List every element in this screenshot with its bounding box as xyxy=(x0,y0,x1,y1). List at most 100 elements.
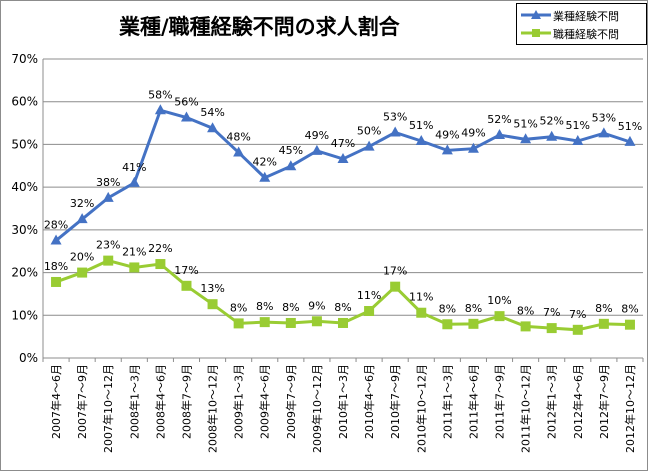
data-label: 11% xyxy=(357,289,381,302)
data-label: 49% xyxy=(435,128,459,141)
data-point-triangle xyxy=(154,104,166,115)
data-label: 53% xyxy=(383,110,407,123)
data-point-square xyxy=(520,321,531,332)
data-label: 8% xyxy=(282,301,299,314)
data-point-square xyxy=(233,318,244,329)
data-point-square xyxy=(77,267,88,278)
x-tick-label: 2012年10～12月 xyxy=(623,364,637,453)
data-label: 11% xyxy=(409,291,433,304)
data-label: 51% xyxy=(513,117,537,130)
data-point-square xyxy=(598,318,609,329)
y-tick-label: 70% xyxy=(11,52,38,66)
data-point-square xyxy=(155,259,166,270)
legend-item-industry: 業種経験不問 xyxy=(517,6,646,24)
data-label: 8% xyxy=(256,300,273,313)
y-tick-label: 0% xyxy=(19,351,38,365)
data-point-triangle xyxy=(128,176,140,187)
data-point-square xyxy=(624,319,635,330)
x-tick-label: 2010年1～3月 xyxy=(336,364,350,439)
data-label: 54% xyxy=(200,106,224,119)
square-marker-icon xyxy=(521,29,551,37)
x-tick-label: 2007年10～12月 xyxy=(101,364,115,453)
data-label: 8% xyxy=(621,303,638,316)
data-label: 38% xyxy=(96,176,120,189)
data-point-square xyxy=(311,316,322,327)
x-tick-label: 2009年7～9月 xyxy=(284,364,298,439)
legend-label-occupation: 職種経験不問 xyxy=(553,28,619,41)
data-point-triangle xyxy=(102,191,114,202)
y-tick-label: 50% xyxy=(11,137,38,151)
data-point-square xyxy=(259,317,270,328)
data-point-square xyxy=(181,280,192,291)
x-tick-label: 2009年4～6月 xyxy=(258,364,272,439)
data-point-square xyxy=(129,262,140,273)
data-point-triangle xyxy=(624,135,636,146)
data-point-triangle xyxy=(259,171,271,182)
data-label: 45% xyxy=(279,144,303,157)
x-tick-label: 2012年7～9月 xyxy=(597,364,611,439)
x-tick-label: 2007年4～6月 xyxy=(49,364,63,439)
data-label: 8% xyxy=(465,302,482,315)
triangle-marker-icon xyxy=(521,10,551,19)
data-label: 17% xyxy=(383,265,407,278)
data-point-triangle xyxy=(520,133,532,144)
data-label: 32% xyxy=(70,197,94,210)
data-label: 49% xyxy=(461,127,485,140)
y-tick-label: 30% xyxy=(11,223,38,237)
series-line xyxy=(55,108,631,242)
data-point-square xyxy=(285,317,296,328)
x-tick-label: 2008年1～3月 xyxy=(127,364,141,439)
data-label: 8% xyxy=(334,301,351,314)
x-tick-label: 2010年10～12月 xyxy=(414,364,428,453)
x-tick-label: 2011年4～6月 xyxy=(466,364,480,439)
data-point-triangle xyxy=(546,130,558,141)
data-label: 50% xyxy=(357,125,381,138)
data-label: 21% xyxy=(122,245,146,258)
data-label: 48% xyxy=(226,131,250,144)
x-tick-label: 2008年10～12月 xyxy=(206,364,220,453)
x-tick-label: 2011年1～3月 xyxy=(440,364,454,439)
data-point-triangle xyxy=(180,111,192,122)
data-label: 9% xyxy=(308,299,325,312)
data-label: 53% xyxy=(592,111,616,124)
data-point-triangle xyxy=(467,142,479,153)
data-label: 17% xyxy=(174,264,198,277)
data-label: 18% xyxy=(44,260,68,273)
data-point-triangle xyxy=(233,146,245,157)
x-tick-label: 2010年4～6月 xyxy=(362,364,376,439)
data-label: 8% xyxy=(517,304,534,317)
x-tick-label: 2009年10～12月 xyxy=(310,364,324,453)
data-label: 51% xyxy=(566,119,590,132)
data-label: 47% xyxy=(331,137,355,150)
y-tick-label: 40% xyxy=(11,180,38,194)
data-label: 41% xyxy=(122,161,146,174)
data-label: 23% xyxy=(96,239,120,252)
data-label: 42% xyxy=(253,156,277,169)
data-point-square xyxy=(546,323,557,334)
x-tick-label: 2010年7～9月 xyxy=(388,364,402,439)
data-point-square xyxy=(338,317,348,328)
data-label: 8% xyxy=(595,302,612,315)
data-label: 13% xyxy=(200,282,224,295)
chart-title: 業種/職種経験不問の求人割合 xyxy=(119,15,400,39)
data-label: 22% xyxy=(148,242,172,255)
x-tick-label: 2012年1～3月 xyxy=(545,364,559,439)
legend-label-industry: 業種経験不問 xyxy=(553,10,619,23)
x-tick-label: 2008年7～9月 xyxy=(179,364,193,439)
data-point-triangle xyxy=(50,234,62,245)
data-point-triangle xyxy=(389,126,401,137)
data-point-triangle xyxy=(494,129,506,140)
x-tick-label: 2012年4～6月 xyxy=(571,364,585,439)
data-label: 20% xyxy=(70,251,94,264)
data-label: 51% xyxy=(618,120,642,133)
data-label: 10% xyxy=(487,294,511,307)
data-point-square xyxy=(494,311,505,322)
legend: 業種経験不問 職種経験不問 xyxy=(516,3,647,45)
data-point-square xyxy=(416,307,427,318)
data-point-triangle xyxy=(76,213,88,224)
x-tick-label: 2011年10～12月 xyxy=(519,364,533,453)
x-tick-label: 2008年4～6月 xyxy=(153,364,167,439)
data-label: 7% xyxy=(569,308,586,321)
data-point-square xyxy=(207,299,218,310)
